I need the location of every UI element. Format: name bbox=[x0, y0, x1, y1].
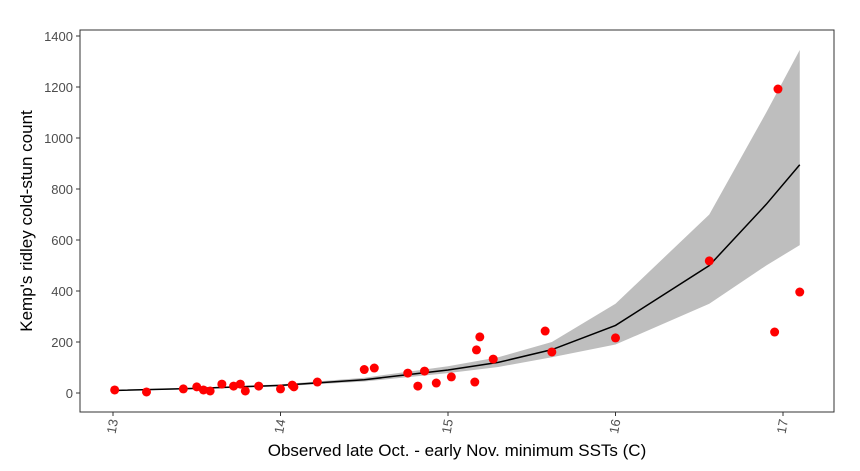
data-point bbox=[276, 384, 285, 394]
y-tick-label: 1400 bbox=[44, 29, 73, 44]
data-point bbox=[217, 379, 227, 389]
data-point bbox=[369, 363, 379, 373]
data-point bbox=[178, 384, 188, 394]
data-point bbox=[431, 378, 441, 388]
y-tick-label: 0 bbox=[66, 386, 73, 401]
data-point bbox=[471, 345, 481, 355]
x-tick-label: 14 bbox=[271, 418, 288, 435]
data-point bbox=[704, 256, 714, 266]
data-point bbox=[192, 382, 202, 392]
x-tick-label: 16 bbox=[606, 418, 623, 435]
y-axis-label: Kemp's ridley cold-stun count bbox=[17, 110, 36, 332]
data-point bbox=[470, 377, 480, 387]
confidence-band bbox=[113, 50, 800, 391]
x-tick-label: 17 bbox=[774, 418, 791, 435]
y-tick-label: 1200 bbox=[44, 80, 73, 95]
fit-line bbox=[112, 164, 801, 392]
data-point bbox=[403, 368, 413, 378]
data-point bbox=[540, 326, 550, 336]
data-point bbox=[289, 382, 299, 392]
data-point bbox=[142, 387, 151, 397]
data-point bbox=[420, 366, 430, 376]
x-tick-label: 13 bbox=[104, 418, 121, 435]
x-axis-label: Observed late Oct. - early Nov. minimum … bbox=[268, 441, 647, 460]
data-point bbox=[611, 333, 620, 343]
data-point bbox=[312, 377, 322, 387]
data-point bbox=[110, 385, 120, 395]
data-point bbox=[359, 365, 369, 375]
y-tick-label: 800 bbox=[51, 182, 73, 197]
y-tick-label: 200 bbox=[51, 335, 73, 350]
data-point bbox=[446, 372, 456, 382]
x-tick-label: 15 bbox=[439, 418, 456, 435]
data-point bbox=[198, 385, 208, 395]
y-tick-label: 1000 bbox=[44, 131, 73, 146]
data-point bbox=[475, 332, 485, 342]
y-tick-label: 600 bbox=[51, 233, 73, 248]
panel-border bbox=[79, 29, 835, 413]
data-point bbox=[205, 386, 215, 396]
data-point bbox=[240, 386, 250, 396]
data-point bbox=[235, 379, 245, 389]
data-point bbox=[795, 287, 805, 297]
data-point bbox=[413, 381, 423, 391]
data-point bbox=[770, 327, 780, 337]
data-point bbox=[488, 354, 498, 364]
data-point bbox=[547, 347, 557, 357]
data-point bbox=[773, 84, 783, 94]
data-point bbox=[254, 381, 264, 391]
y-tick-label: 400 bbox=[51, 284, 73, 299]
